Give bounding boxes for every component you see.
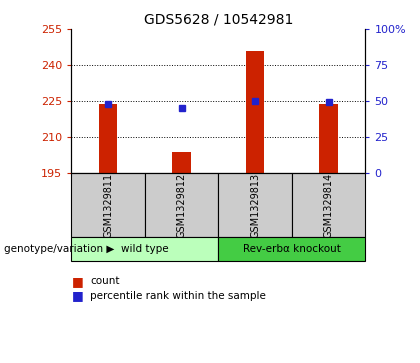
Bar <box>71 174 145 237</box>
Text: genotype/variation ▶: genotype/variation ▶ <box>4 244 115 254</box>
Text: count: count <box>90 276 120 286</box>
Text: Rev-erbα knockout: Rev-erbα knockout <box>243 244 341 254</box>
Bar <box>218 237 365 261</box>
Text: ■: ■ <box>71 275 83 288</box>
Bar <box>173 152 191 174</box>
Bar <box>145 174 218 237</box>
Bar <box>71 237 218 261</box>
Text: ■: ■ <box>71 289 83 302</box>
Text: GSM1329814: GSM1329814 <box>324 172 333 237</box>
Title: GDS5628 / 10542981: GDS5628 / 10542981 <box>144 12 293 26</box>
Text: GSM1329813: GSM1329813 <box>250 172 260 237</box>
Text: GSM1329812: GSM1329812 <box>177 172 186 238</box>
Bar <box>218 174 292 237</box>
Bar <box>246 51 264 174</box>
Bar <box>320 103 338 174</box>
Text: percentile rank within the sample: percentile rank within the sample <box>90 291 266 301</box>
Text: GSM1329811: GSM1329811 <box>103 172 113 237</box>
Bar <box>99 103 117 174</box>
Bar <box>292 174 365 237</box>
Text: wild type: wild type <box>121 244 169 254</box>
